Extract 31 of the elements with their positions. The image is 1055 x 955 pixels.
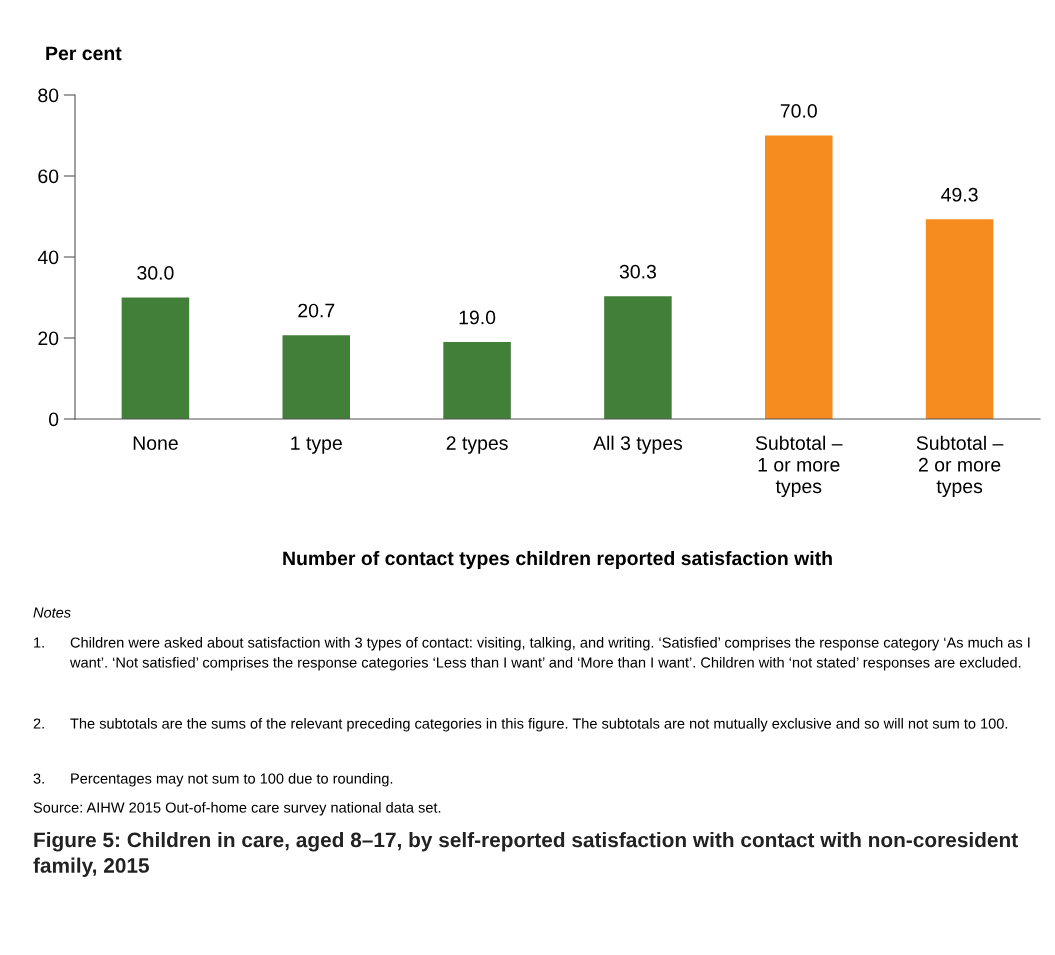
bar — [443, 342, 511, 419]
x-axis-title: Number of contact types children reported satisfaction with — [283, 550, 832, 570]
data-label: 49.3 — [941, 187, 978, 202]
bar — [282, 335, 351, 419]
bar — [925, 219, 994, 419]
data-label: 70.0 — [780, 104, 817, 118]
x-tick-label: 1 type — [291, 436, 342, 454]
y-tick-label: 80 — [38, 88, 59, 103]
bar — [121, 297, 190, 419]
y-tick-label: 40 — [37, 250, 59, 265]
x-tick-label: Subtotal – 2 or more types — [916, 435, 1004, 498]
text: 1. Children were asked about satisfaction with 3 types of contact: visiting, talking, and writing. ‘Satisfied’ comprises the response category ‘As much as I want’. ‘Not satisfied’ comprises the response categories ‘Less than I want’ and ‘More than I want’. Children with ‘not stated’ responses are excluded. — [34, 637, 1030, 671]
text: 2. The subtotals are the sums of the relevant preceding categories in this figure. The subtotals are not mutually exclusive and so will not sum to 100. — [33, 718, 1008, 732]
text: Notes — [33, 607, 71, 618]
y-tick-label: 0 — [48, 412, 59, 427]
x-tick-label: Subtotal – 1 or more types — [755, 435, 843, 498]
x-tick-label: None — [133, 436, 178, 450]
x-tick-label: All 3 types — [593, 435, 683, 454]
data-label: 30.0 — [137, 266, 174, 280]
data-label: 20.7 — [298, 303, 335, 318]
x-tick-label: 2 types — [446, 436, 508, 454]
y-tick-label: 60 — [38, 169, 59, 184]
text: Figure 5: Children in care, aged 8–17, by self-reported satisfaction with contact with non-coresident family, 2015 — [33, 832, 1018, 877]
data-label: 30.3 — [619, 264, 656, 279]
y-tick-label: 20 — [38, 331, 59, 346]
source-note: Source: AIHW 2015 Out-of-home care survey national data set. — [33, 802, 441, 816]
bar — [604, 296, 672, 419]
y-axis-title: Per cent — [46, 46, 122, 61]
text: 3. Percentages may not sum to 100 due to rounding. — [33, 773, 393, 787]
data-label: 19.0 — [459, 310, 496, 325]
bar — [764, 135, 833, 419]
